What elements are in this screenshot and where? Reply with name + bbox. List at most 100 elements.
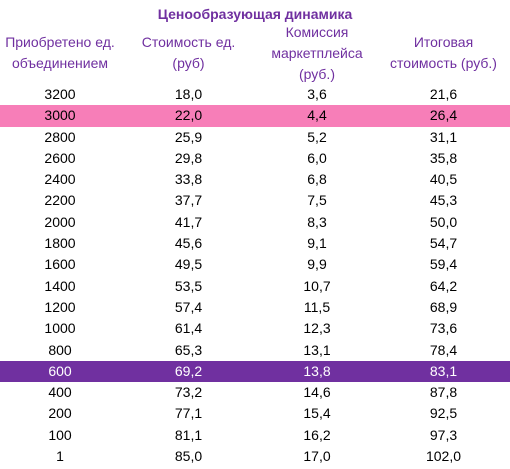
cell-fee: 8,3 <box>307 213 327 230</box>
cell-quantity: 2200 <box>44 192 76 209</box>
cell-unit-cost: 65,3 <box>174 341 203 358</box>
table-row: 1000 61,4 12,3 73,6 <box>0 318 510 339</box>
header-marketplace-fee: Комиссия маркетплейса (руб.) <box>257 20 377 86</box>
table-row: 3000 22,0 4,4 26,4 <box>0 105 510 127</box>
cell-quantity: 400 <box>48 384 72 401</box>
cell-quantity: 800 <box>48 341 72 358</box>
cell-total: 73,6 <box>429 320 458 337</box>
table-row: 800 65,3 13,1 78,4 <box>0 340 510 361</box>
cell-quantity: 600 <box>48 362 72 379</box>
cell-fee: 9,1 <box>307 235 327 252</box>
table-row: 100 81,1 16,2 97,3 <box>0 425 510 446</box>
header-line: Приобретено ед. <box>5 34 115 50</box>
cell-quantity: 2000 <box>44 213 76 230</box>
table-row: 2400 33,8 6,8 40,5 <box>0 169 510 190</box>
cell-total: 45,3 <box>429 192 458 209</box>
cell-total: 54,7 <box>429 235 458 252</box>
table-row: 400 73,2 14,6 87,8 <box>0 382 510 403</box>
cell-quantity: 2600 <box>44 149 76 166</box>
header-line: Стоимость ед. <box>141 34 236 50</box>
cell-unit-cost: 57,4 <box>174 298 203 315</box>
header-line: (руб.) <box>298 65 335 82</box>
cell-unit-cost: 49,5 <box>174 256 203 273</box>
cell-total: 26,4 <box>429 107 458 124</box>
table-row: 2000 41,7 8,3 50,0 <box>0 212 510 233</box>
cell-fee: 12,3 <box>303 320 331 337</box>
header-text: Итоговая стоимость (руб.) <box>390 32 497 74</box>
table-row: 2600 29,8 6,0 35,8 <box>0 148 510 169</box>
cell-fee: 9,9 <box>307 256 327 273</box>
cell-unit-cost: 33,8 <box>174 171 203 188</box>
table-row: 200 77,1 15,4 92,5 <box>0 403 510 424</box>
header-unit-cost: Стоимость ед. (руб) <box>120 20 257 86</box>
cell-unit-cost: 81,1 <box>174 426 203 443</box>
cell-total: 35,8 <box>429 149 458 166</box>
cell-quantity: 200 <box>48 405 72 422</box>
cell-quantity: 1 <box>56 448 64 465</box>
cell-quantity: 1800 <box>44 235 76 252</box>
table-title: Ценообразующая динамика <box>157 6 353 22</box>
cell-total: 31,1 <box>429 128 458 145</box>
header-line: (руб) <box>172 55 205 71</box>
cell-quantity: 3200 <box>44 86 76 102</box>
cell-quantity: 2400 <box>44 171 76 188</box>
cell-total: 87,8 <box>429 384 458 401</box>
cell-fee: 4,4 <box>307 107 327 124</box>
cell-fee: 16,2 <box>303 426 331 443</box>
header-line: Итоговая <box>413 34 474 50</box>
header-line: маркетплейса <box>271 44 363 61</box>
header-line: объединением <box>11 55 109 71</box>
table-body: 3200 18,0 3,6 21,6 3000 22,0 4,4 26,4 2800 25,9 5,… <box>0 84 510 467</box>
cell-fee: 13,1 <box>303 341 331 358</box>
cell-quantity: 1600 <box>44 256 76 273</box>
cell-unit-cost: 69,2 <box>174 362 203 379</box>
cell-fee: 13,8 <box>303 362 331 379</box>
cell-unit-cost: 25,9 <box>174 128 203 145</box>
cell-total: 50,0 <box>429 213 458 230</box>
table-row: 1600 49,5 9,9 59,4 <box>0 254 510 275</box>
cell-fee: 7,5 <box>307 192 327 209</box>
cell-unit-cost: 85,0 <box>174 448 203 465</box>
cell-unit-cost: 37,7 <box>174 192 203 209</box>
cell-unit-cost: 29,8 <box>174 149 203 166</box>
header-text: Приобретено ед. объединением <box>5 32 115 74</box>
cell-total: 102,0 <box>425 448 462 465</box>
cell-unit-cost: 22,0 <box>174 107 203 124</box>
header-text: Стоимость ед. (руб) <box>142 32 236 74</box>
table-row: 1200 57,4 11,5 68,9 <box>0 297 510 318</box>
cell-total: 64,2 <box>429 277 458 294</box>
cell-total: 83,1 <box>429 362 458 379</box>
table-row: 1400 53,5 10,7 64,2 <box>0 276 510 297</box>
cell-fee: 6,8 <box>307 171 327 188</box>
cell-quantity: 2800 <box>44 128 76 145</box>
cell-total: 78,4 <box>429 341 458 358</box>
table-row: 2200 37,7 7,5 45,3 <box>0 190 510 211</box>
cell-total: 92,5 <box>429 405 458 422</box>
table-row: 1 85,0 17,0 102,0 <box>0 446 510 467</box>
cell-fee: 11,5 <box>303 298 331 315</box>
cell-unit-cost: 73,2 <box>174 384 203 401</box>
cell-quantity: 3000 <box>44 107 76 124</box>
cell-total: 68,9 <box>429 298 458 315</box>
table-row: 600 69,2 13,8 83,1 <box>0 360 510 383</box>
cell-quantity: 100 <box>48 426 72 443</box>
cell-total: 40,5 <box>429 171 458 188</box>
cell-total: 97,3 <box>429 426 458 443</box>
cell-unit-cost: 61,4 <box>174 320 203 337</box>
table-row: 3200 18,0 3,6 21,6 <box>0 84 510 105</box>
cell-total: 59,4 <box>429 256 458 273</box>
cell-fee: 6,0 <box>307 149 327 166</box>
cell-total: 21,6 <box>429 86 458 102</box>
cell-fee: 17,0 <box>303 448 331 465</box>
cell-quantity: 1200 <box>44 298 76 315</box>
header-line: стоимость (руб.) <box>390 55 497 71</box>
cell-unit-cost: 45,6 <box>174 235 203 252</box>
cell-fee: 10,7 <box>303 277 331 294</box>
cell-quantity: 1000 <box>44 320 76 337</box>
cell-fee: 15,4 <box>303 405 331 422</box>
table-row: 1800 45,6 9,1 54,7 <box>0 233 510 254</box>
table-row: 2800 25,9 5,2 31,1 <box>0 127 510 148</box>
cell-quantity: 1400 <box>44 277 76 294</box>
header-total-cost: Итоговая стоимость (руб.) <box>377 20 510 86</box>
